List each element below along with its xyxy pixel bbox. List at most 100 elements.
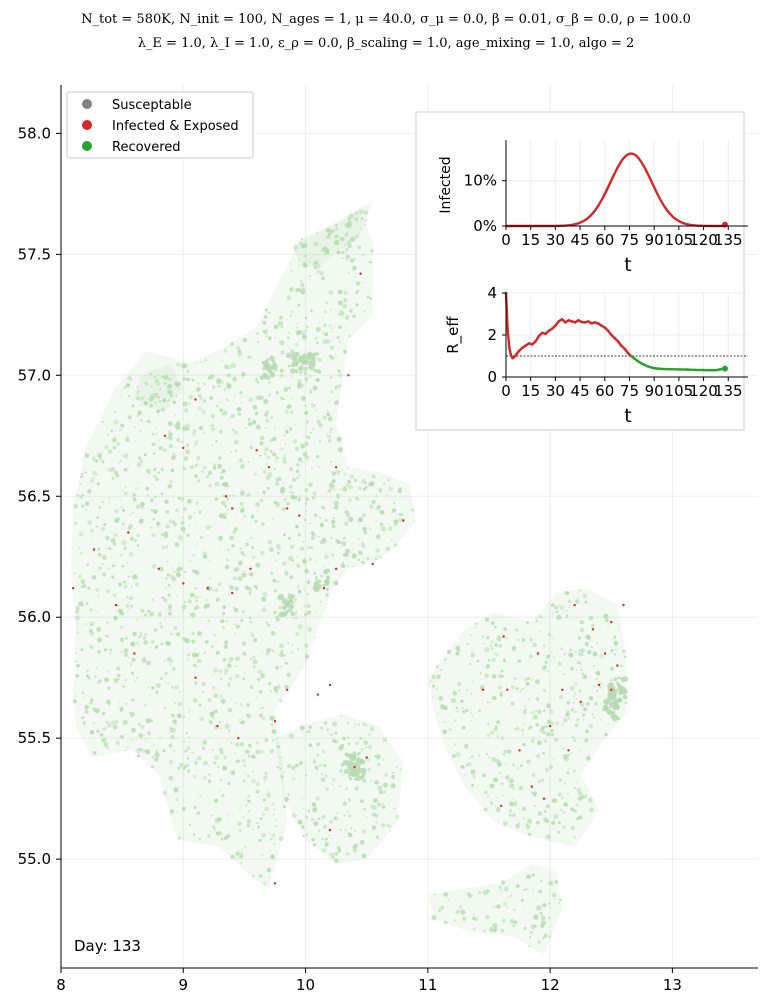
map-recovered-point <box>355 291 358 294</box>
map-recovered-point <box>220 398 223 401</box>
map-recovered-point <box>493 653 496 655</box>
map-recovered-point <box>221 482 226 487</box>
map-recovered-point <box>608 723 610 725</box>
map-recovered-point <box>293 244 299 250</box>
map-recovered-point <box>164 671 168 675</box>
map-infected-point <box>500 804 503 808</box>
map-recovered-point <box>329 483 335 489</box>
map-infected-point <box>316 693 319 696</box>
map-recovered-point <box>269 571 274 575</box>
map-recovered-point <box>155 443 157 446</box>
map-recovered-point <box>180 526 186 532</box>
map-recovered-point <box>503 749 507 754</box>
map-recovered-cluster-point <box>299 365 304 370</box>
map-recovered-point <box>264 447 269 452</box>
map-recovered-point <box>209 736 211 738</box>
map-recovered-point <box>136 392 139 395</box>
map-recovered-point <box>75 652 77 655</box>
map-recovered-point <box>623 694 628 700</box>
map-recovered-point <box>377 554 380 557</box>
map-recovered-point <box>144 613 148 617</box>
map-recovered-point <box>473 746 475 748</box>
map-recovered-point <box>142 636 147 640</box>
reff-inset-point-infected <box>540 331 544 335</box>
map-recovered-point <box>526 759 531 764</box>
map-recovered-point <box>155 682 161 689</box>
map-recovered-point <box>260 750 264 753</box>
map-recovered-point <box>300 443 305 449</box>
map-recovered-point <box>519 690 522 692</box>
map-recovered-point <box>295 613 298 616</box>
map-recovered-point <box>128 395 131 398</box>
map-recovered-point <box>258 549 260 552</box>
map-recovered-point <box>336 250 341 255</box>
map-recovered-point <box>591 713 594 716</box>
reff-inset-xtick-label: 30 <box>546 382 565 400</box>
map-recovered-point <box>92 457 96 461</box>
map-recovered-point <box>498 644 503 648</box>
map-recovered-point <box>129 663 133 666</box>
map-recovered-point <box>561 796 564 799</box>
map-recovered-point <box>277 551 280 555</box>
map-recovered-point <box>540 915 546 921</box>
map-recovered-point <box>101 421 104 424</box>
reff-inset-point-infected <box>587 320 590 323</box>
map-recovered-point <box>305 329 308 332</box>
map-recovered-point <box>182 637 185 640</box>
map-recovered-point <box>236 346 240 350</box>
map-recovered-point <box>312 760 316 764</box>
map-recovered-point <box>213 668 219 673</box>
map-recovered-point <box>164 397 166 399</box>
map-recovered-point <box>248 592 252 596</box>
map-recovered-point <box>182 474 185 476</box>
map-recovered-point <box>304 441 309 447</box>
map-recovered-point <box>135 582 139 587</box>
map-recovered-point <box>97 649 101 654</box>
map-recovered-point <box>183 764 188 768</box>
map-recovered-point <box>316 415 318 418</box>
map-recovered-point <box>253 638 258 643</box>
map-recovered-point <box>340 563 346 569</box>
map-recovered-point <box>400 768 402 771</box>
map-recovered-point <box>347 467 350 469</box>
map-recovered-point <box>471 680 474 683</box>
map-recovered-point <box>232 376 237 382</box>
map-recovered-point <box>508 809 513 813</box>
map-recovered-point <box>170 713 173 716</box>
map-recovered-point <box>501 782 504 785</box>
map-recovered-point <box>397 489 402 494</box>
map-recovered-point <box>311 802 317 807</box>
map-infected-point <box>506 688 509 691</box>
map-infected-point <box>224 495 228 498</box>
map-recovered-point <box>272 842 276 846</box>
map-recovered-cluster-point <box>287 364 291 368</box>
map-recovered-point <box>214 481 220 487</box>
map-recovered-point <box>219 546 221 548</box>
reff-inset-end-marker <box>721 365 728 372</box>
map-recovered-point <box>131 739 134 741</box>
map-recovered-point <box>361 513 366 518</box>
map-recovered-point <box>135 501 137 504</box>
map-recovered-point <box>155 433 158 436</box>
map-recovered-point <box>194 463 198 467</box>
map-recovered-point <box>314 336 318 340</box>
map-recovered-point <box>331 777 336 782</box>
map-recovered-point <box>155 690 159 694</box>
map-recovered-point <box>388 740 390 742</box>
map-recovered-point <box>269 715 275 721</box>
map-recovered-point <box>203 760 209 766</box>
map-recovered-point <box>214 588 219 593</box>
map-recovered-point <box>461 725 466 730</box>
map-recovered-point <box>271 367 275 371</box>
map-recovered-point <box>340 763 345 767</box>
map-recovered-point <box>453 719 457 722</box>
map-recovered-point <box>104 677 109 682</box>
infected-inset-ytick-label: 10% <box>464 172 497 190</box>
map-infected-point <box>182 446 185 450</box>
map-recovered-point <box>175 424 181 430</box>
map-recovered-point <box>286 502 290 506</box>
map-recovered-point <box>141 658 147 663</box>
map-recovered-point <box>112 446 116 450</box>
map-recovered-point <box>248 616 252 620</box>
map-recovered-point <box>143 401 148 406</box>
